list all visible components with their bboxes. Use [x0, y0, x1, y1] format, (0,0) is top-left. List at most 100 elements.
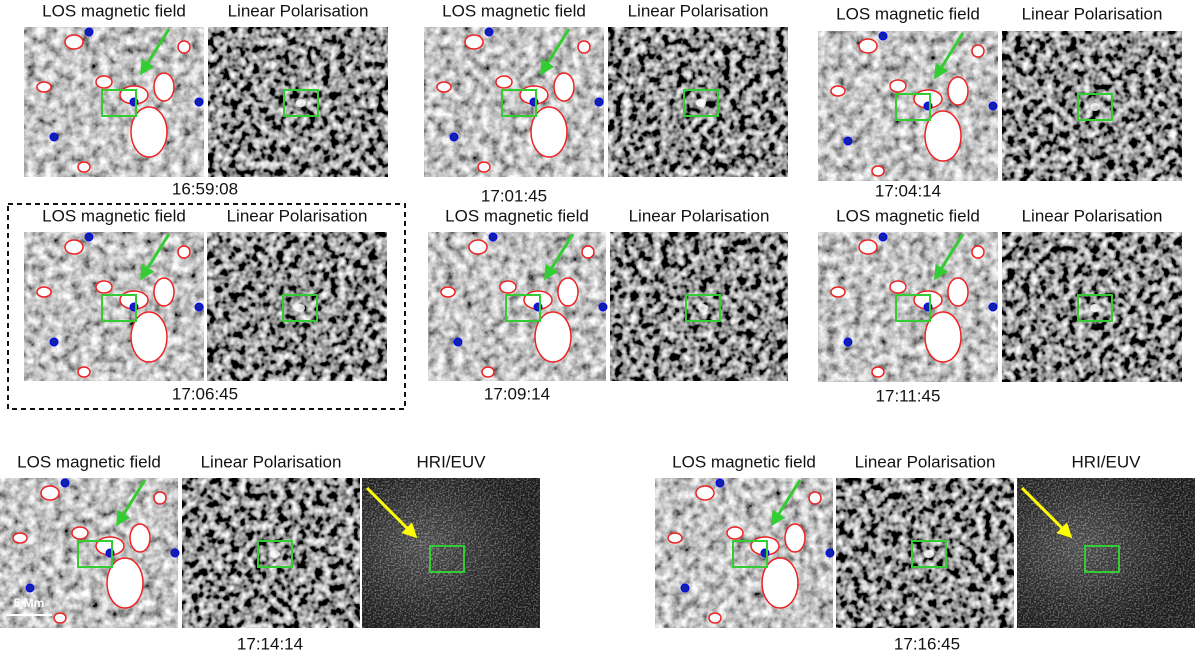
negative-contour	[60, 478, 70, 488]
positive-contour	[577, 40, 591, 54]
positive-contour	[440, 286, 456, 298]
negative-contour	[25, 583, 35, 593]
positive-contour	[830, 286, 846, 298]
roi-box	[1077, 294, 1113, 322]
positive-contour	[64, 239, 84, 255]
positive-contour	[77, 366, 91, 378]
positive-contour	[708, 612, 722, 624]
bright-spot	[295, 304, 305, 312]
panel-label: Linear Polarisation	[628, 1, 769, 20]
timestamp: 17:11:45	[876, 386, 941, 405]
roi-box	[1077, 93, 1113, 121]
positive-contour	[464, 34, 484, 50]
positive-contour	[667, 532, 683, 544]
timestamp: 17:14:14	[237, 634, 303, 653]
negative-contour	[988, 302, 998, 312]
positive-contour	[889, 79, 907, 93]
positive-contour	[12, 532, 28, 544]
roi-box	[283, 89, 319, 117]
positive-contour	[924, 311, 962, 363]
negative-contour	[843, 337, 853, 347]
panel-label: Linear Polarisation	[1022, 4, 1163, 23]
timestamp: 17:16:45	[894, 634, 960, 653]
negative-contour	[594, 97, 604, 107]
green-arrow	[140, 28, 171, 76]
bright-spot	[698, 304, 708, 312]
positive-contour	[871, 165, 885, 177]
negative-contour	[84, 27, 94, 37]
roi-box	[911, 540, 947, 568]
panel-label: Linear Polarisation	[629, 206, 770, 225]
roi-box	[683, 89, 719, 117]
negative-contour	[680, 583, 690, 593]
positive-contour	[130, 106, 168, 158]
roi-box	[895, 93, 931, 121]
roi-box	[732, 540, 768, 568]
negative-contour	[878, 31, 888, 41]
magnetogram-image	[424, 27, 604, 177]
roi-box	[685, 294, 721, 322]
positive-contour	[499, 280, 517, 294]
positive-contour	[77, 161, 91, 173]
positive-contour	[468, 239, 488, 255]
positive-contour	[830, 85, 846, 97]
negative-contour	[84, 232, 94, 242]
magnetogram-image	[0, 478, 178, 628]
yellow-arrow	[365, 486, 418, 539]
panel-label: Linear Polarisation	[227, 206, 368, 225]
positive-contour	[40, 485, 60, 501]
magnetogram-image	[428, 232, 606, 381]
negative-contour	[843, 136, 853, 146]
positive-contour	[95, 75, 113, 89]
positive-contour	[761, 557, 799, 609]
negative-contour	[194, 97, 204, 107]
panel-label: Linear Polarisation	[855, 452, 996, 471]
magnetogram-image	[818, 31, 998, 181]
negative-contour	[194, 302, 204, 312]
roi-box	[505, 294, 541, 322]
positive-contour	[889, 280, 907, 294]
panel-label: HRI/EUV	[417, 452, 487, 471]
bright-spot	[924, 550, 934, 558]
positive-contour	[858, 239, 878, 255]
magnetogram-image	[818, 232, 998, 382]
positive-contour	[495, 75, 513, 89]
positive-contour	[71, 526, 89, 540]
negative-contour	[453, 337, 463, 347]
positive-contour	[784, 523, 806, 553]
negative-contour	[988, 101, 998, 111]
positive-contour	[130, 311, 168, 363]
positive-contour	[947, 76, 969, 106]
positive-contour	[106, 557, 144, 609]
positive-contour	[726, 526, 744, 540]
highlight-box	[7, 203, 406, 410]
roi-box	[501, 89, 537, 117]
positive-contour	[53, 612, 67, 624]
positive-contour	[695, 485, 715, 501]
magnetogram-image	[24, 27, 204, 177]
roi-box	[77, 540, 113, 568]
positive-contour	[129, 523, 151, 553]
magnetogram-image	[655, 478, 833, 628]
positive-contour	[581, 245, 595, 259]
positive-contour	[557, 277, 579, 307]
positive-contour	[924, 110, 962, 162]
bright-spot	[696, 99, 706, 107]
positive-contour	[858, 38, 878, 54]
positive-contour	[64, 34, 84, 50]
positive-contour	[36, 286, 52, 298]
panel-label: Linear Polarisation	[228, 1, 369, 20]
positive-contour	[947, 277, 969, 307]
negative-contour	[488, 232, 498, 242]
panel-label: LOS magnetic field	[672, 452, 816, 471]
negative-contour	[878, 232, 888, 242]
scale-bar-label: 5 Mm	[14, 596, 45, 610]
positive-contour	[153, 491, 167, 505]
negative-contour	[825, 548, 835, 558]
roi-box	[1084, 545, 1120, 573]
magnetogram-image	[24, 232, 204, 381]
positive-contour	[481, 366, 495, 378]
euv-noise	[1017, 478, 1195, 628]
green-arrow	[934, 32, 965, 80]
